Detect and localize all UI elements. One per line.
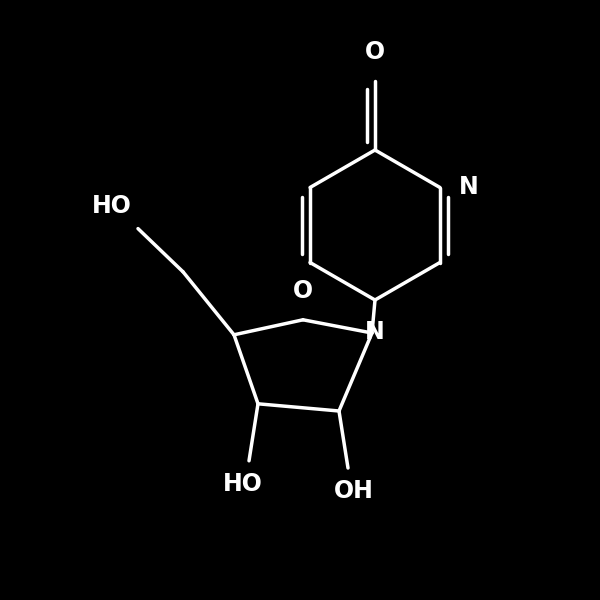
Text: HO: HO	[92, 194, 132, 218]
Text: O: O	[365, 40, 385, 64]
Text: OH: OH	[334, 479, 374, 503]
Text: N: N	[459, 175, 479, 199]
Text: O: O	[293, 279, 313, 303]
Text: HO: HO	[223, 472, 263, 496]
Text: N: N	[365, 320, 385, 344]
